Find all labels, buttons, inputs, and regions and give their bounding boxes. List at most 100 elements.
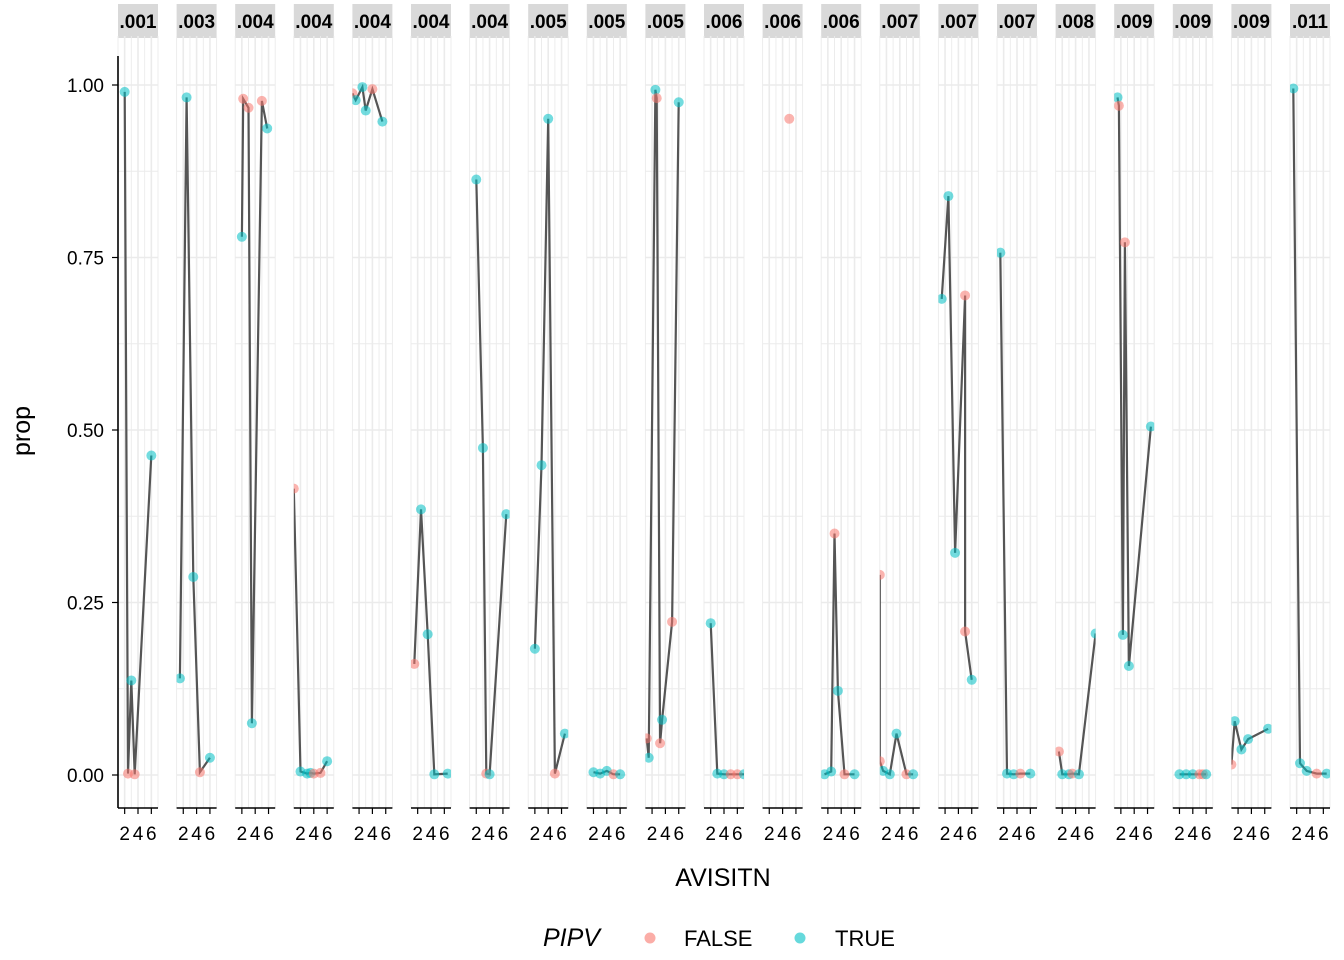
facet-strip (1290, 4, 1330, 38)
series-line (879, 574, 914, 776)
data-point (879, 569, 885, 580)
x-tick-label: 6 (439, 824, 450, 845)
facet-strip (528, 4, 569, 38)
panel-grid (410, 36, 452, 808)
data-point (477, 442, 488, 453)
data-point (615, 769, 626, 780)
data-point (357, 82, 368, 93)
data-point (938, 293, 947, 304)
facet-strip (1172, 4, 1213, 38)
x-tick-label: 6 (908, 824, 919, 845)
facet-strip-label: .006 (706, 12, 743, 33)
x-tick-label: 2 (530, 824, 541, 845)
data-point (360, 105, 371, 116)
facet-strip-label: .004 (413, 12, 450, 33)
x-tick-label: 6 (1318, 824, 1329, 845)
data-point (1015, 768, 1026, 779)
x-tick-label: 2 (1291, 824, 1302, 845)
x-tick-label: 2 (647, 824, 658, 845)
x-axis-title: AVISITN (675, 864, 770, 892)
data-point (529, 643, 540, 654)
data-point (879, 756, 885, 767)
data-point (352, 95, 361, 106)
data-point (1119, 237, 1130, 248)
facet-strip (1114, 4, 1155, 38)
data-point (1117, 629, 1128, 640)
data-point (246, 718, 257, 729)
data-point (960, 626, 971, 637)
panel-grid (1230, 36, 1272, 808)
x-tick-label: 6 (732, 824, 743, 845)
panel-grid (1113, 36, 1155, 808)
data-point (442, 768, 451, 779)
facet-strip (762, 4, 803, 38)
facet-strip-label: .011 (1292, 12, 1328, 33)
data-point (367, 84, 378, 95)
data-point (651, 93, 662, 104)
x-tick-label: 2 (412, 824, 423, 845)
facet-strip-label: .004 (354, 12, 391, 33)
data-point (129, 769, 140, 780)
x-tick-label: 4 (367, 824, 378, 845)
data-point (416, 504, 426, 515)
data-point (1201, 769, 1212, 780)
series-line (293, 488, 329, 775)
data-point (1301, 765, 1312, 776)
data-point (997, 247, 1006, 258)
data-point (501, 509, 510, 520)
facet-strip (645, 4, 686, 38)
x-tick-label: 6 (322, 824, 333, 845)
data-point (1311, 768, 1322, 779)
x-tick-label: 4 (426, 824, 437, 845)
x-tick-label: 4 (1246, 824, 1257, 845)
facet-strip (411, 4, 451, 38)
data-point (960, 290, 971, 301)
data-point (429, 769, 440, 780)
facet-strip (1055, 4, 1096, 38)
data-point (908, 769, 919, 780)
data-point (1263, 723, 1272, 734)
facet-panel: .009 (1230, 4, 1272, 808)
facet-strip (821, 4, 862, 38)
data-point (1145, 421, 1155, 432)
facet-strip-label: .005 (588, 12, 625, 33)
panel-grid (762, 36, 804, 808)
data-point (194, 767, 205, 778)
x-tick-label: 6 (1201, 824, 1212, 845)
data-point (839, 769, 850, 780)
data-point (1231, 716, 1240, 727)
data-point (471, 174, 482, 185)
facet-panel: .003 (176, 4, 218, 808)
x-tick-label: 4 (602, 824, 613, 845)
data-point (411, 658, 420, 669)
data-point (484, 769, 495, 780)
facet-strip (235, 4, 276, 38)
x-tick-label: 2 (705, 824, 716, 845)
facet-strip-label: .008 (1057, 12, 1094, 33)
facet-panel: .006 (703, 4, 745, 808)
data-point (543, 113, 554, 124)
facet-strip (997, 4, 1037, 38)
facet-strip-label: .009 (1174, 12, 1211, 33)
facet-panel: .006 (820, 4, 862, 808)
data-point (849, 769, 860, 780)
x-tick-label: 2 (237, 824, 248, 845)
data-point (739, 769, 744, 780)
facet-strip-label: .003 (178, 12, 215, 33)
series-line (824, 533, 855, 776)
x-tick-label: 2 (119, 824, 130, 845)
facet-strip-label: .004 (295, 12, 332, 33)
panel-grid (1172, 36, 1214, 808)
data-point (673, 97, 684, 108)
panel-grid (996, 36, 1038, 808)
facet-panel: .011 (1289, 4, 1331, 808)
legend-title: PIPV (543, 924, 602, 952)
data-point (950, 547, 961, 558)
x-tick-label: 6 (498, 824, 509, 845)
panel-grid (1055, 36, 1097, 808)
data-point (966, 674, 977, 685)
series-line (940, 196, 973, 680)
x-tick-label: 6 (1142, 824, 1153, 845)
facet-strip (118, 4, 158, 38)
facet-strip (176, 4, 217, 38)
